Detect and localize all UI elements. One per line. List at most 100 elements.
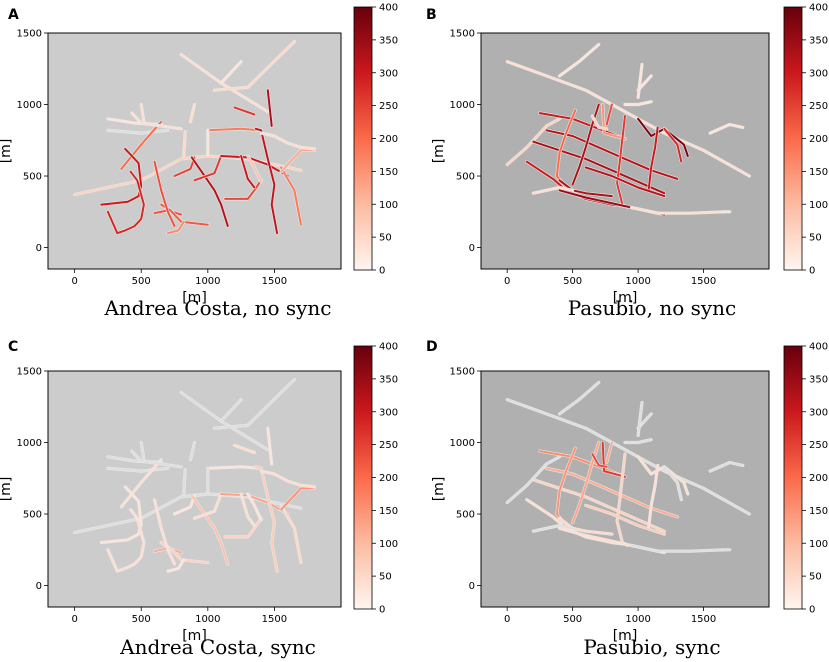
plot-frame [47,32,342,270]
street-segment [153,498,176,566]
y-tick-label: 1000 [17,438,42,449]
street-segment [506,455,561,504]
y-tick-label: 500 [456,510,475,521]
x-tick-label: 0 [71,276,77,287]
plot-area [47,370,342,608]
street-segment [663,127,683,163]
colorbar-tick-label: 150 [809,167,828,178]
street-segment [630,206,725,215]
street-segment [233,106,256,116]
panel-caption: Pasubio, sync [583,635,720,659]
panel-caption: Pasubio, no sync [568,296,737,320]
street-segment [663,465,683,501]
colorbar-tick-label: 150 [379,506,398,517]
street-segment [647,126,659,192]
x-tick-label: 1500 [691,276,716,287]
street-segment [709,123,744,135]
street-segment [647,464,659,530]
colorbar [353,6,373,271]
street-segment [190,494,229,566]
street-segment [266,89,273,127]
x-tick-label: 1000 [625,614,650,625]
y-tick-label: 0 [469,243,475,254]
street-segment [532,524,574,533]
y-tick-label: 0 [36,581,42,592]
colorbar-tick-label: 200 [379,134,398,145]
street-segment [240,493,256,527]
colorbar-tick-label: 300 [379,407,398,418]
x-tick-label: 500 [132,614,151,625]
colorbar-tick-label: 400 [379,3,398,14]
colorbar-tick-label: 50 [809,572,822,583]
y-tick-label: 500 [23,510,42,521]
street-segment [166,558,185,573]
street-network [73,378,316,573]
plot-frame [480,32,770,270]
street-segment [193,155,223,182]
street-segment [506,117,561,166]
street-segment [106,467,169,473]
street-segment [190,156,229,228]
colorbar-tick-label: 50 [379,233,392,244]
y-axis-label: [m] [431,477,447,502]
panel-c: C 0 500 1000 1500 0 500 1000 1500 [m] [m] 0 50 100 150… [0,339,398,659]
x-axis-label: [m] [613,628,638,644]
x-tick-label: 1500 [262,276,287,287]
street-segment [189,441,196,461]
colorbar-tick-label: 100 [809,200,828,211]
street-segment [506,60,751,177]
street-segment [591,115,608,130]
colorbar-tick-label: 150 [809,506,828,517]
colorbar [783,345,803,610]
x-tick-label: 1000 [195,276,220,287]
x-axis-label: [m] [182,628,207,644]
street-segment [637,401,643,437]
street-segment [182,468,187,495]
x-axis-label: [m] [182,290,207,306]
x-tick-label: 500 [563,614,582,625]
colorbar-tick-label: 250 [379,101,398,112]
street-segment [584,504,666,536]
street-segment [601,441,626,478]
street-segment [130,112,183,130]
street-segment [106,129,169,135]
street-network [505,42,751,217]
colorbar-tick-label: 100 [379,539,398,550]
colorbar [353,345,373,610]
colorbar-tick-label: 200 [809,134,828,145]
colorbar-tick-label: 250 [379,440,398,451]
colorbar-tick-label: 0 [809,266,815,277]
street-segment [220,60,243,85]
panel-caption: Andrea Costa, no sync [103,296,331,320]
street-segment [506,398,751,515]
colorbar-tick-label: 0 [379,266,385,277]
street-network [73,40,316,235]
colorbar-tick-label: 300 [809,68,828,79]
street-segment [246,493,263,521]
x-tick-label: 0 [504,614,510,625]
street-segment [709,461,744,473]
colorbar-tick-label: 200 [379,473,398,484]
x-axis-label: [m] [613,290,638,306]
colorbar-tick-label: 250 [809,101,828,112]
street-segment [153,160,176,228]
street-segment [106,170,145,235]
x-tick-label: 500 [563,276,582,287]
street-segment [280,166,302,226]
plot-frame [480,370,770,608]
colorbar-tick-label: 300 [379,68,398,79]
colorbar-tick-label: 50 [809,233,822,244]
street-network [505,380,751,555]
panel-caption: Andrea Costa, sync [119,635,316,659]
street-segment [532,186,574,195]
panel-d: D 0 500 1000 1500 0 500 1000 1500 [m] [m] 0 50 100 150… [426,339,828,659]
street-segment [130,450,183,468]
street-segment [224,179,263,200]
y-tick-label: 500 [456,172,475,183]
street-segment [558,179,613,198]
colorbar-tick-label: 400 [379,342,398,353]
street-segment [601,103,626,140]
street-segment [224,517,263,538]
x-tick-label: 1500 [691,614,716,625]
